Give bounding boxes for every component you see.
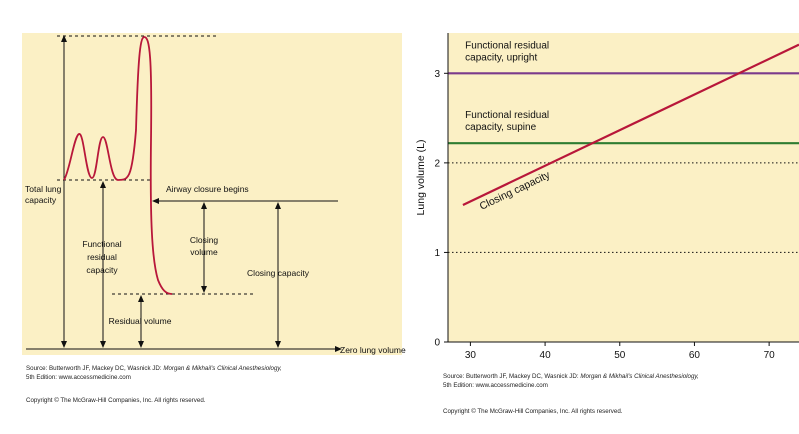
right-source-note: Source: Butterworth JF, Mackey DC, Wasni… xyxy=(443,372,699,390)
frc-supine-label-line: capacity, supine xyxy=(465,122,536,133)
rv-arrowhead-bottom xyxy=(138,341,144,348)
closing-volume-label-line2: volume xyxy=(190,247,218,257)
y-axis-label: Lung volume (L) xyxy=(415,140,427,216)
closing-volume-arrowhead-bottom xyxy=(201,286,207,293)
x-tick-label: 70 xyxy=(764,350,776,361)
tlc-label-line2: capacity xyxy=(25,195,57,205)
y-tick-label: 1 xyxy=(434,248,440,259)
zero-lung-volume-label: Zero lung volume xyxy=(340,345,406,355)
closing-volume-label-line1: Closing xyxy=(190,235,219,245)
airway-closure-arrowhead xyxy=(152,198,159,204)
closing-capacity-arrowhead-bottom xyxy=(275,341,281,348)
left-source-title: Morgan & Mikhail's Clinical Anesthesiolo… xyxy=(163,365,282,372)
right-source-title: Morgan & Mikhail's Clinical Anesthesiolo… xyxy=(580,373,699,380)
x-tick-label: 30 xyxy=(465,350,477,361)
volume-trace xyxy=(63,36,173,295)
right-source-prefix: Source: Butterworth JF, Mackey DC, Wasni… xyxy=(443,373,581,380)
right-copyright: Copyright © The McGraw-Hill Companies, I… xyxy=(443,408,623,415)
airway-closure-label: Airway closure begins xyxy=(166,184,249,194)
right-figure: 0 1 2 3 30 40 50 60 70 Functional residual capaci… xyxy=(410,0,799,434)
frc-supine-label-line: Functional residual xyxy=(465,110,549,121)
chart-background xyxy=(448,33,799,342)
x-tick-label: 50 xyxy=(614,350,626,361)
rv-arrowhead-top xyxy=(138,295,144,302)
frc-arrowhead-bottom xyxy=(100,341,106,348)
left-source-prefix: Source: Butterworth JF, Mackey DC, Wasni… xyxy=(26,365,164,372)
diagram-background xyxy=(22,33,402,355)
frc-label-line2: residual xyxy=(87,252,117,262)
closing-capacity-line xyxy=(462,43,799,206)
frc-upright-label-line: capacity, upright xyxy=(465,52,537,63)
left-figure: Total lung capacity Airway closure begin… xyxy=(22,33,406,404)
right-source-edition: 5th Edition: www.accessmedicine.com xyxy=(443,382,548,389)
frc-label-line1: Functional xyxy=(82,239,121,249)
left-source-note: Source: Butterworth JF, Mackey DC, Wasni… xyxy=(26,364,282,382)
closing-capacity-label: Closing capacity xyxy=(247,268,310,278)
x-tick-label: 40 xyxy=(540,350,552,361)
zero-line-arrowhead xyxy=(335,346,342,352)
residual-volume-label: Residual volume xyxy=(109,316,172,326)
frc-arrowhead-top xyxy=(100,181,106,188)
y-tick-label: 3 xyxy=(434,69,440,80)
tlc-arrowhead-bottom xyxy=(61,341,67,348)
tlc-label-line1: Total lung xyxy=(25,184,62,194)
frc-upright-label-line: Functional residual xyxy=(465,40,549,51)
left-source-edition: 5th Edition: www.accessmedicine.com xyxy=(26,374,131,381)
closing-volume-arrowhead-top xyxy=(201,202,207,209)
left-copyright: Copyright © The McGraw-Hill Companies, I… xyxy=(26,397,206,404)
y-tick-label: 2 xyxy=(434,158,440,169)
frc-label-line3: capacity xyxy=(86,265,118,275)
lung-volume-diagram: Total lung capacity Airway closure begin… xyxy=(22,33,406,355)
closing-capacity-arrowhead-top xyxy=(275,202,281,209)
tlc-arrowhead-top xyxy=(61,35,67,42)
y-tick-label: 0 xyxy=(434,338,440,349)
x-tick-label: 60 xyxy=(689,350,701,361)
